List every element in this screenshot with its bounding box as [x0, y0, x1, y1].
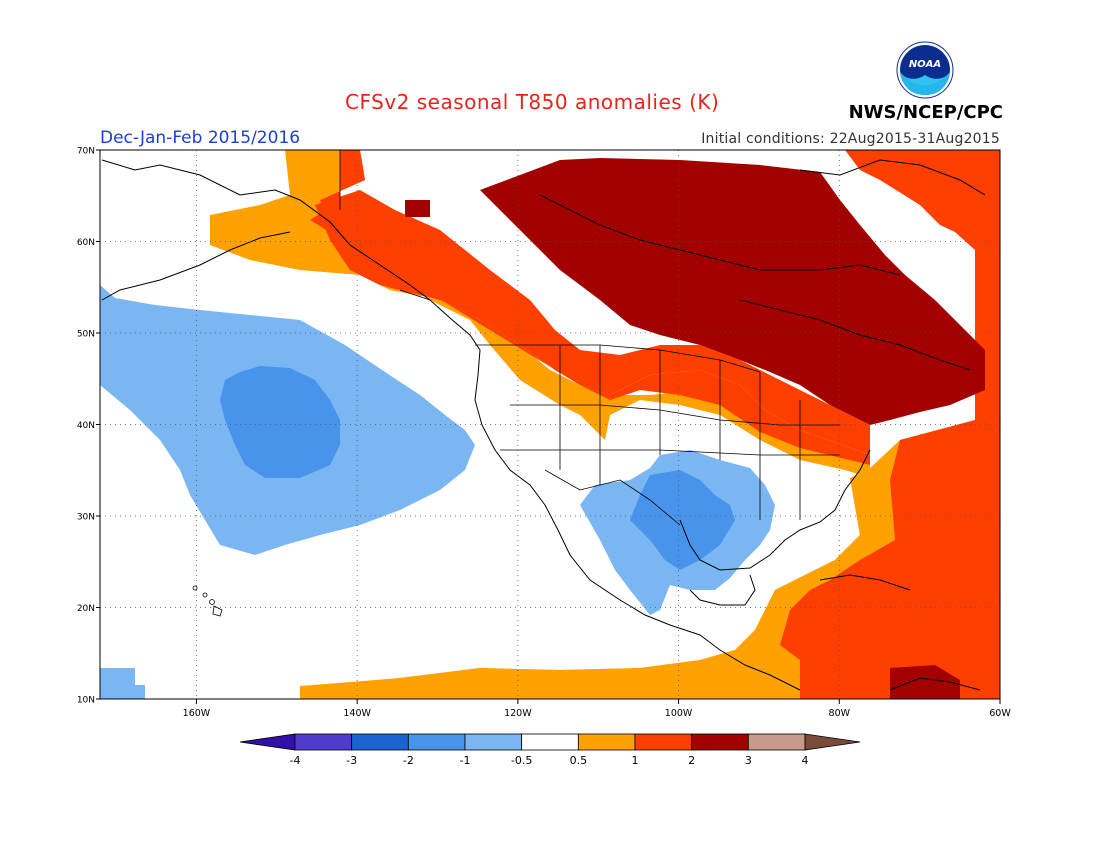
agency-label: NWS/NCEP/CPC	[848, 102, 1003, 123]
colorbar-segment	[577, 733, 636, 751]
colorbar-label: -1	[460, 754, 471, 767]
anomaly-region-darkred-spot	[405, 200, 430, 217]
hawaii-islands	[192, 585, 223, 617]
colorbar-label: -4	[290, 754, 301, 767]
colorbar-label: -2	[403, 754, 414, 767]
lon-tick-label: 60W	[989, 708, 1011, 719]
borders	[339, 150, 840, 526]
colorbar-label: 3	[745, 754, 752, 767]
lat-tick-label: 50N	[77, 330, 95, 340]
season-label: Dec-Jan-Feb 2015/2016	[100, 128, 301, 148]
lat-tick-label: 60N	[77, 238, 95, 248]
lon-tick-label: 140W	[343, 708, 371, 719]
grid-lines	[100, 150, 1000, 699]
colorbar-label: -3	[346, 754, 357, 767]
anomaly-region-red-west	[315, 190, 870, 455]
lon-tick-label: 80W	[829, 708, 851, 719]
colorbar-segment	[634, 733, 693, 751]
lat-tick-label: 10N	[77, 696, 95, 706]
noaa-logo: NOAA	[896, 41, 954, 99]
colorbar-segment	[351, 733, 409, 751]
colorbar-label: 1	[632, 754, 639, 767]
anomaly-region-orange-gulf	[300, 478, 895, 695]
chart-title: CFSv2 seasonal T850 anomalies (K)	[345, 90, 720, 114]
coastlines	[101, 159, 986, 691]
anomaly-region-blue-pacific	[220, 366, 340, 478]
colorbar-label: 0.5	[570, 754, 588, 767]
lat-tick-label: 20N	[77, 604, 95, 614]
lon-tick-label: 160W	[183, 708, 211, 719]
colorbar-segment	[407, 733, 466, 751]
anomaly-region-darkred-caribbean	[890, 665, 960, 699]
anomaly-region-darkred	[480, 158, 985, 425]
initial-conditions-label: Initial conditions: 22Aug2015-31Aug2015	[701, 131, 1000, 147]
colorbar-segment	[294, 733, 353, 751]
logo-text: NOAA	[909, 59, 941, 70]
lat-tick-label: 70N	[77, 147, 95, 157]
lon-tick-label: 120W	[504, 708, 532, 719]
colorbar-label: 2	[688, 754, 695, 767]
colorbar-label: -0.5	[511, 754, 532, 767]
colorbar: -4 -3 -2 -1 -0.5 0.5 1 2 3 4	[239, 733, 861, 767]
colorbar-segment	[747, 733, 806, 751]
colorbar-arrow-high	[804, 733, 861, 751]
colorbar-arrow-low	[239, 733, 296, 751]
colorbar-segment	[691, 733, 749, 751]
axis-ticks: 160W 140W 120W 100W 80W 60W 10N 20N 30N 40N 50N 60N…	[77, 147, 1012, 720]
colorbar-segment	[521, 733, 579, 751]
colorbar-label: 4	[802, 754, 809, 767]
anomaly-region-red	[310, 150, 1000, 699]
lat-tick-label: 40N	[77, 421, 95, 431]
anomaly-region-lightblue-hawaii-corner	[100, 668, 145, 699]
colorbar-segment	[464, 733, 523, 751]
lat-tick-label: 30N	[77, 513, 95, 523]
lon-tick-label: 100W	[665, 708, 693, 719]
anomaly-region-blue-texas	[630, 470, 735, 570]
